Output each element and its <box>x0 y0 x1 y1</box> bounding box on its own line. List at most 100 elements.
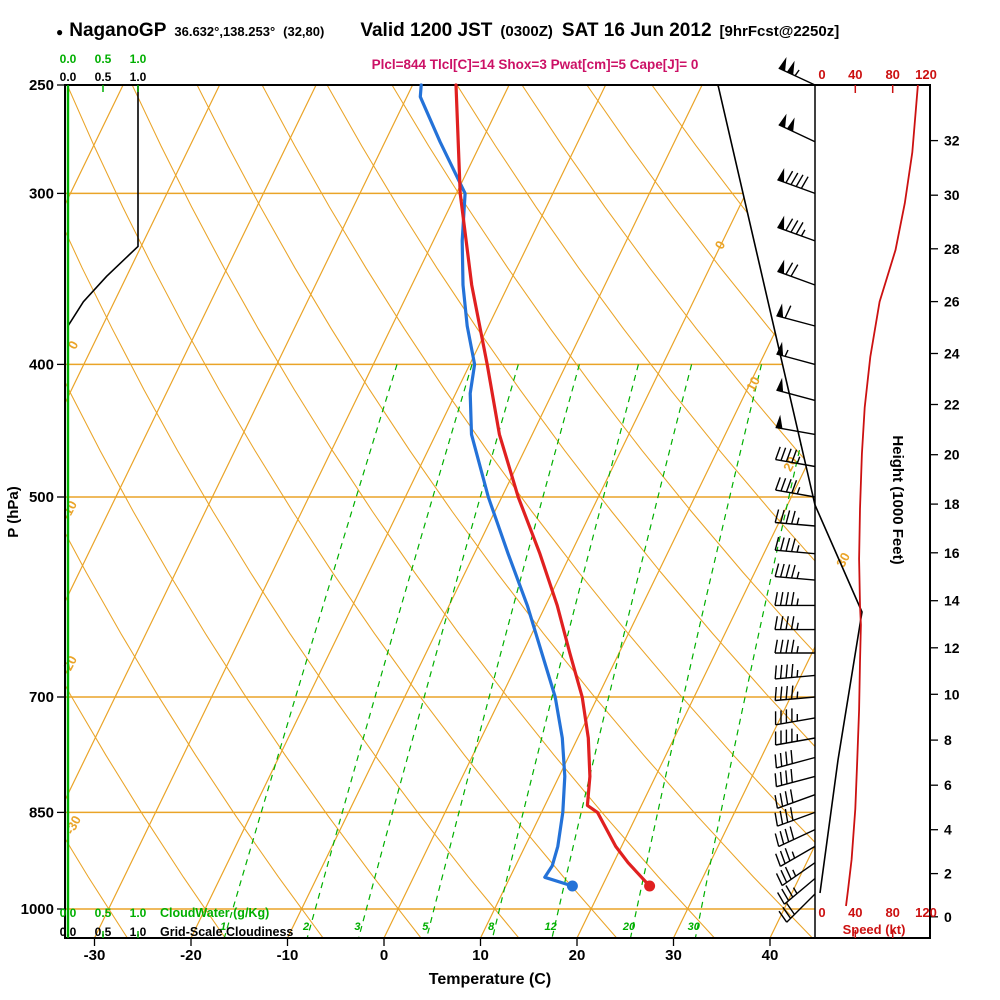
temperature-tick-label: -30 <box>84 947 106 964</box>
wind-barb-full <box>790 750 793 764</box>
mixing-ratio-label: 12 <box>544 921 556 933</box>
wind-barb-stem <box>775 489 816 498</box>
dry-adiabat-line <box>521 85 815 938</box>
mixing-ratio-label: 30 <box>688 921 701 933</box>
wind-barb-full <box>789 807 794 821</box>
height-tick-label: 22 <box>944 397 960 413</box>
wind-barb-stem <box>775 717 816 726</box>
wind-barb-stem <box>783 877 816 905</box>
wind-barb-full <box>785 510 791 524</box>
wind-barb-pennant <box>778 57 787 72</box>
wind-barb-full <box>785 770 788 784</box>
wind-barb-stem <box>776 353 816 366</box>
isotherm-line <box>65 85 221 938</box>
temperature-tick-label: -20 <box>180 947 202 964</box>
height-tick-label: 0 <box>944 909 952 925</box>
wind-barb-stem <box>780 845 816 868</box>
height-axis-title: Height (1000 Feet) <box>889 435 906 564</box>
dry-adiabat-line <box>66 85 618 938</box>
wind-barb-full <box>774 794 779 809</box>
height-tick-label: 10 <box>944 686 960 702</box>
wind-barb-full <box>774 509 780 523</box>
station-coords: 36.632°,138.253° <box>174 24 276 39</box>
wind-barb-full <box>780 869 788 883</box>
wind-barb-full <box>779 810 784 825</box>
wind-barb-full <box>785 686 788 700</box>
wind-barb-full <box>785 479 792 493</box>
wind-barb-full <box>795 222 804 235</box>
speed-tick-label-bottom: 80 <box>885 905 899 920</box>
isotherm-label: 30 <box>833 550 853 570</box>
forecast-tag: [9hrFcst@2250z] <box>719 23 840 40</box>
wind-barb-full <box>774 446 781 460</box>
pressure-tick-label: 300 <box>29 185 54 202</box>
dry-adiabat-line <box>65 85 324 938</box>
isotherm-line <box>479 85 815 938</box>
wind-barb-full <box>774 833 780 847</box>
speed-tick-label-bottom: 120 <box>915 905 937 920</box>
isotherm-line <box>769 85 815 938</box>
mixing-ratio-line <box>426 364 580 938</box>
isotherm-line <box>93 85 510 938</box>
cloudwater-scale-top: 0.0 <box>60 52 77 66</box>
wind-barb-full <box>784 828 790 843</box>
wind-barb-stem <box>775 521 816 527</box>
wind-barb-full <box>780 478 787 492</box>
wind-barb-full <box>779 537 785 551</box>
wind-barb-full <box>779 831 785 845</box>
dry-adiabat-line <box>196 85 813 938</box>
wind-speed-curve <box>845 84 919 907</box>
wind-barb-stem <box>775 737 816 746</box>
wind-barb-full <box>791 449 798 463</box>
wind-barb-full <box>774 812 779 827</box>
speed-axis-title: Speed (kt) <box>843 922 906 937</box>
dry-adiabat-line <box>261 85 815 938</box>
dry-adiabat-line <box>391 85 815 938</box>
speed-tick-label-top: 120 <box>915 67 937 82</box>
wind-barb-half <box>796 622 799 630</box>
wind-barb-full <box>785 639 789 654</box>
speed-tick-label-top: 80 <box>885 67 899 82</box>
wind-barb-full <box>774 754 778 768</box>
temperature-tick-label: -10 <box>277 947 299 964</box>
wind-barb-full <box>795 174 804 187</box>
isotherm-label: 20 <box>780 454 800 474</box>
wind-barb-stem <box>776 775 816 788</box>
wind-barb-full <box>776 892 786 905</box>
wind-barb-full <box>790 591 795 606</box>
cloudiness-scale-top: 1.0 <box>130 70 147 84</box>
wind-barb-stem <box>775 458 816 468</box>
height-tick-label: 20 <box>944 447 960 463</box>
mixing-ratio-label: 1 <box>220 921 226 933</box>
temperature-tick-label: 0 <box>380 947 388 964</box>
wind-barb-pennant <box>777 168 785 183</box>
wind-barb-stem <box>778 828 816 848</box>
wind-barb-full <box>775 873 783 886</box>
wind-barb-stem <box>777 179 816 195</box>
height-tick-label: 8 <box>944 732 952 748</box>
height-tick-label: 16 <box>944 545 960 561</box>
temperature-tick-label: 10 <box>472 947 489 964</box>
wind-barb-full <box>790 538 796 552</box>
cloudiness-title: Grid-Scale Cloudiness <box>160 925 293 939</box>
mixing-ratio-line <box>358 364 519 938</box>
wind-barb-full <box>774 616 778 630</box>
wind-barb-full <box>780 447 787 461</box>
mixing-ratio-label: 2 <box>302 921 309 933</box>
wind-barb-full <box>782 906 792 919</box>
wind-barb-full <box>790 172 799 186</box>
wind-barb-half <box>796 456 801 464</box>
wind-barb-half <box>792 887 798 894</box>
temperature-tick-label: 20 <box>569 947 586 964</box>
cloudwater-scale-top: 1.0 <box>130 52 147 66</box>
mixing-ratio-label: 8 <box>488 921 495 933</box>
wind-barb-full <box>774 773 778 787</box>
wind-barb-full <box>784 305 792 319</box>
wind-barb-full <box>779 752 783 767</box>
wind-barb-pennant <box>776 377 784 392</box>
pressure-tick-label: 250 <box>29 77 54 94</box>
wind-barb-full <box>781 888 790 902</box>
height-tick-label: 12 <box>944 640 960 656</box>
dry-adiabat-line <box>586 85 815 938</box>
wind-barb-half <box>800 229 806 237</box>
